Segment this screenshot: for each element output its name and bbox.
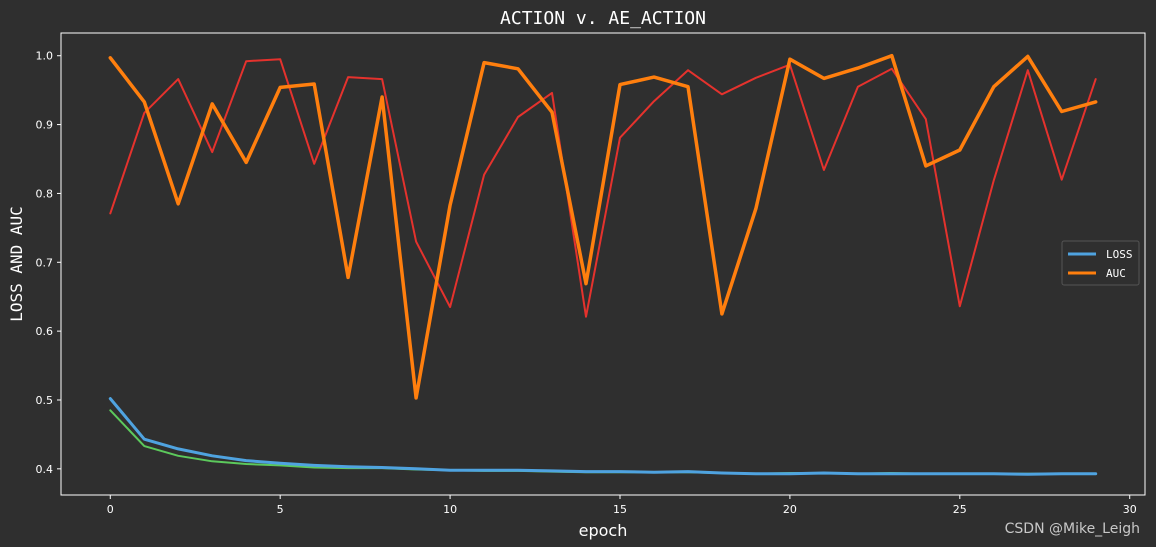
y-tick-label: 1.0 bbox=[36, 50, 54, 63]
x-axis-label: epoch bbox=[579, 521, 628, 540]
watermark: CSDN @Mike_Leigh bbox=[1005, 521, 1140, 537]
x-tick-label: 30 bbox=[1123, 503, 1137, 516]
y-tick-label: 0.4 bbox=[36, 463, 54, 476]
chart-title: ACTION v. AE_ACTION bbox=[500, 8, 706, 29]
y-axis-label: LOSS AND AUC bbox=[7, 206, 26, 322]
axis-ticks: 0 5 10 15 20 25 30 0.4 0.5 0.6 0.7 0.8 0.9 1.0 bbox=[36, 50, 1137, 516]
legend-label-auc: AUC bbox=[1106, 267, 1126, 280]
x-tick-label: 5 bbox=[277, 503, 284, 516]
y-tick-label: 0.8 bbox=[36, 187, 54, 200]
x-tick-label: 0 bbox=[107, 503, 114, 516]
legend-label-loss: LOSS bbox=[1106, 248, 1133, 261]
y-tick-label: 0.5 bbox=[36, 394, 54, 407]
y-tick-label: 0.6 bbox=[36, 325, 54, 338]
x-tick-label: 25 bbox=[953, 503, 967, 516]
x-tick-label: 10 bbox=[443, 503, 457, 516]
series-line-unlabeled-3 bbox=[109, 58, 1097, 318]
series-line-auc bbox=[108, 53, 1098, 400]
series-line-loss bbox=[108, 397, 1098, 476]
x-tick-label: 20 bbox=[783, 503, 797, 516]
x-tick-label: 15 bbox=[613, 503, 627, 516]
legend: LOSS AUC bbox=[1061, 240, 1140, 286]
y-tick-label: 0.9 bbox=[36, 119, 54, 132]
series-group bbox=[108, 53, 1098, 476]
y-tick-label: 0.7 bbox=[36, 256, 54, 269]
plot-area: 0 5 10 15 20 25 30 0.4 0.5 0.6 0.7 0.8 0.9 1.0 bbox=[36, 32, 1146, 516]
axes-frame bbox=[60, 32, 1146, 496]
